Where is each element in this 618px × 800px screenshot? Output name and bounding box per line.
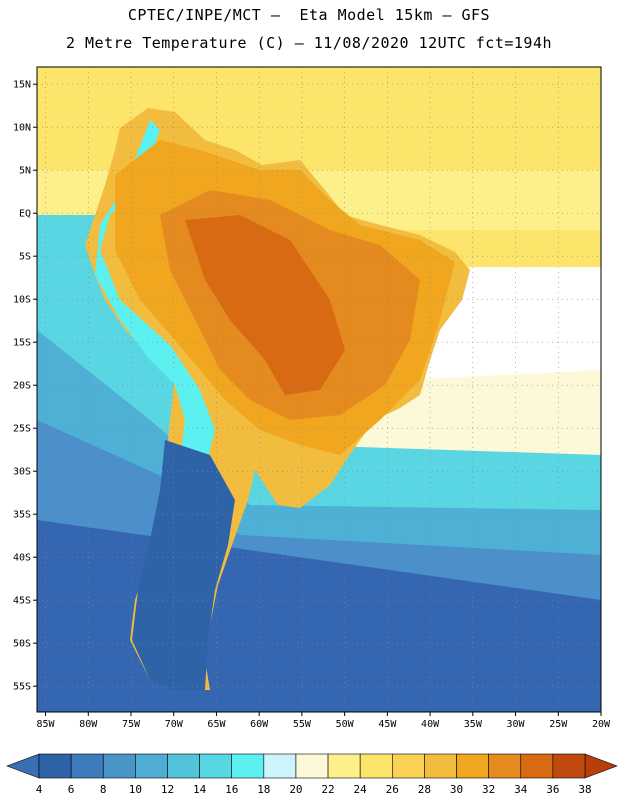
lon-tick-label: 60W — [250, 719, 269, 730]
colorbar-label: 36 — [546, 783, 559, 796]
land-hot-region — [185, 215, 345, 395]
colorbar-label: 12 — [161, 783, 174, 796]
colorbar-label: 22 — [321, 783, 334, 796]
colorbar-label: 6 — [68, 783, 75, 796]
lat-tick-label: EQ — [19, 209, 31, 220]
colorbar-swatch — [327, 753, 361, 779]
colorbar-label: 16 — [225, 783, 238, 796]
colorbar-label: 14 — [193, 783, 207, 796]
lon-tick-label: 55W — [293, 719, 312, 730]
lon-tick-label: 40W — [421, 719, 440, 730]
colorbar-swatch — [424, 753, 457, 779]
lon-tick-label: 65W — [207, 719, 226, 730]
colorbar-label: 10 — [129, 783, 142, 796]
colorbar-label: 30 — [450, 783, 463, 796]
colorbar-label: 28 — [418, 783, 431, 796]
lat-tick-label: 55S — [13, 682, 31, 693]
colorbar-label: 38 — [578, 783, 591, 796]
colorbar-label: 34 — [514, 783, 528, 796]
lat-tick-label: 5N — [19, 166, 31, 177]
lat-lon-grid — [37, 67, 601, 712]
lon-tick-label: 70W — [165, 719, 184, 730]
chart-title-line-2: 2 Metre Temperature (C) – 11/08/2020 12U… — [65, 34, 553, 52]
lat-tick-label: 5S — [19, 252, 31, 263]
colorbar-swatch — [456, 753, 489, 779]
colorbar-swatch — [231, 753, 265, 779]
colorbar-label: 24 — [354, 783, 368, 796]
colorbar-swatch — [167, 753, 200, 779]
colorbar-label: 20 — [289, 783, 302, 796]
lat-tick-label: 40S — [13, 553, 31, 564]
lat-tick-label: 30S — [13, 467, 31, 478]
colorbar-swatch — [102, 753, 136, 779]
lat-tick-label: 20S — [13, 381, 31, 392]
colorbar-label: 32 — [482, 783, 495, 796]
colorbar-swatch — [552, 753, 586, 779]
colorbar-high-arrow — [584, 753, 618, 779]
lat-tick-label: 10S — [13, 295, 31, 306]
lon-tick-label: 45W — [378, 719, 397, 730]
lon-tick-label: 30W — [507, 719, 526, 730]
colorbar-swatch — [70, 753, 104, 779]
colorbar-label: 18 — [257, 783, 270, 796]
patagonia-cold-region — [132, 440, 235, 690]
colorbar-swatch — [359, 753, 393, 779]
map-frame — [36, 66, 602, 713]
lon-tick-label: 85W — [37, 719, 56, 730]
lon-tick-label: 35W — [464, 719, 483, 730]
lat-tick-label: 25S — [13, 424, 31, 435]
map-plot-area — [37, 67, 601, 712]
lon-tick-label: 20W — [592, 719, 611, 730]
colorbar-label: 26 — [386, 783, 399, 796]
lat-tick-label: 35S — [13, 510, 31, 521]
colorbar-swatch — [488, 753, 522, 779]
lat-tick-label: 15S — [13, 338, 31, 349]
colorbar-swatch — [135, 753, 168, 779]
lon-tick-label: 25W — [549, 719, 568, 730]
colorbar-low-arrow — [6, 753, 40, 779]
colorbar-label: 4 — [36, 783, 43, 796]
chart-title-line-1: CPTEC/INPE/MCT – Eta Model 15km – GFS — [127, 6, 491, 24]
colorbar-label: 8 — [100, 783, 107, 796]
colorbar-swatch — [295, 753, 329, 779]
colorbar-swatch — [199, 753, 233, 779]
lat-tick-label: 10N — [13, 123, 31, 134]
lon-tick-label: 80W — [79, 719, 98, 730]
lon-tick-label: 50W — [336, 719, 355, 730]
longitude-axis: 85W 80W 75W 70W 65W 60W 55W 50W 45W 40W 35W 30W 25W 2… — [37, 712, 611, 730]
colorbar-swatch — [38, 753, 72, 779]
colorbar-swatch — [263, 753, 297, 779]
lat-tick-label: 15N — [13, 80, 31, 91]
temperature-colorbar: 4 6 8 10 12 14 16 18 20 22 24 26 28 30 32 34 36 38 — [6, 753, 618, 796]
lat-tick-label: 50S — [13, 639, 31, 650]
colorbar-swatch — [520, 753, 554, 779]
latitude-axis: 15N 10N 5N EQ 5S 10S 15S 20S 25S 30S 35S 40S 45S 50S 5… — [13, 80, 37, 693]
lat-tick-label: 45S — [13, 596, 31, 607]
lon-tick-label: 75W — [122, 719, 141, 730]
colorbar-swatch — [391, 753, 425, 779]
